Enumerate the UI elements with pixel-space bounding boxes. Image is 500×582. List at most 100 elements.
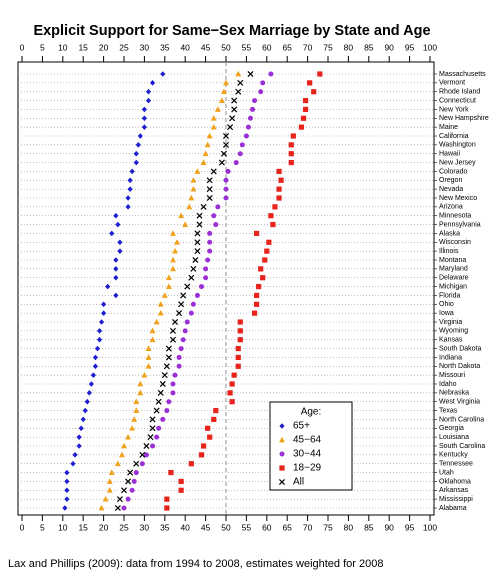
point [290,133,296,139]
x-tick-label-top: 20 [99,42,109,52]
y-tick-label: New York [439,106,469,113]
point [64,496,70,502]
y-tick-label: New Mexico [439,195,477,202]
point [113,212,119,219]
point [102,495,109,502]
y-tick-label: Hawaii [439,151,460,158]
y-tick-label: North Carolina [439,416,484,423]
point [125,433,132,440]
point [149,336,156,343]
point [76,434,82,440]
point [188,274,195,281]
legend-marker [279,423,285,429]
x-tick-label-bottom: 30 [140,522,150,532]
point [247,115,253,121]
x-tick-label-bottom: 90 [384,522,394,532]
point [210,123,217,130]
point [80,416,86,423]
point [137,133,143,139]
caption: Lax and Phillips (2009): data from 1994 … [8,558,383,570]
y-tick-label: Connecticut [439,97,476,104]
x-tick-label-top: 5 [40,42,45,52]
point [211,416,217,423]
point [200,203,207,210]
point [141,371,148,378]
point [178,212,185,219]
point [317,71,323,77]
y-tick-label: Virginia [439,319,462,326]
point [172,247,178,254]
point [155,398,162,405]
point [139,451,146,458]
point [211,213,217,219]
point [143,442,150,450]
point [92,354,99,361]
point [245,124,251,130]
point [176,310,183,317]
y-tick-label: Iowa [439,310,454,317]
point [260,275,266,281]
x-tick-label-top: 50 [221,42,231,52]
point [101,301,107,308]
y-tick-label: Indiana [439,354,462,361]
point [125,195,131,201]
y-tick-label: Nebraska [439,390,469,397]
x-tick-label-bottom: 85 [364,522,374,532]
y-tick-label: California [439,133,469,140]
point [231,97,238,104]
point [222,141,230,148]
x-tick-label-top: 60 [262,42,272,52]
point [92,363,99,370]
point [243,133,249,139]
point [98,319,105,325]
point [302,97,309,104]
y-tick-label: Washington [439,142,476,149]
y-tick-label: Idaho [439,381,457,388]
point [137,380,144,387]
point [288,151,294,157]
point [184,283,191,290]
y-tick-label: Pennsylvania [439,221,481,228]
y-tick-label: Arizona [439,204,463,211]
point [235,354,241,361]
point [163,363,170,370]
x-tick-label-bottom: 15 [78,522,88,532]
x-tick-label-top: 0 [20,42,25,52]
point [276,168,282,175]
point [220,88,227,95]
point [266,239,272,245]
point [96,336,103,343]
y-tick-label: South Dakota [439,345,482,352]
x-tick-label-top: 40 [180,42,190,52]
point [229,399,235,405]
x-tick-label-bottom: 45 [201,522,211,532]
point [311,89,317,95]
point [137,389,144,396]
point [160,416,166,422]
point [120,487,128,494]
point [207,239,213,245]
point [256,283,262,290]
point [64,478,70,485]
legend-marker [279,436,285,443]
y-tick-label: Massachusetts [439,71,486,78]
point [82,407,88,414]
point [194,230,201,237]
point [223,177,229,183]
point [223,186,229,192]
x-tick-label-top: 85 [364,42,374,52]
point [169,265,176,272]
point [129,425,136,431]
point [194,292,200,298]
point [231,106,238,113]
point [84,398,90,405]
point [213,222,219,228]
y-tick-label: Wisconsin [439,239,471,246]
point [188,310,194,316]
point [190,301,196,307]
x-tick-label-bottom: 35 [160,522,170,532]
point [204,141,211,148]
x-tick-label-top: 10 [58,42,68,52]
x-tick-label-bottom: 65 [282,522,292,532]
point [153,318,160,325]
